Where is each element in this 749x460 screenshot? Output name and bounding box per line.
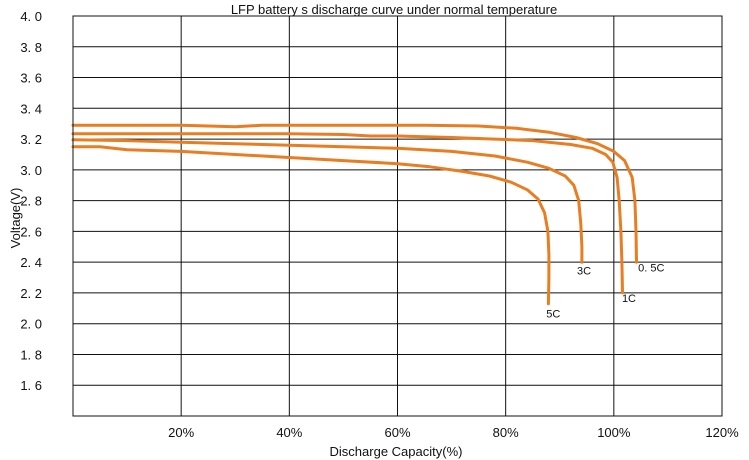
- plot-frame: [72, 15, 723, 417]
- y-tick-label: 1. 6: [20, 378, 42, 393]
- y-tick-label: 2. 2: [20, 286, 42, 301]
- y-tick-label: 4. 0: [20, 9, 42, 24]
- y-tick-label: 2. 4: [20, 255, 42, 270]
- curve-1c: [71, 132, 624, 295]
- curve-0-5c: [71, 123, 638, 264]
- curve-label-5c: 5C: [546, 309, 560, 321]
- y-axis-label: Voltage(V): [8, 188, 23, 249]
- curve-labels: 0. 5C 1C 3C 5C: [546, 262, 664, 320]
- y-tick-label: 3. 2: [20, 132, 42, 147]
- y-tick-label: 3. 0: [20, 163, 42, 178]
- y-tick-label: 2. 0: [20, 317, 42, 332]
- x-tick-label: 80%: [493, 425, 519, 440]
- y-tick-label: 2. 8: [20, 194, 42, 209]
- curves: [71, 123, 638, 306]
- curve-label-1c: 1C: [622, 293, 636, 305]
- x-tick-label: 20%: [168, 425, 194, 440]
- x-tick-label: 60%: [384, 425, 410, 440]
- x-tick-label: 40%: [276, 425, 302, 440]
- y-tick-label: 2. 6: [20, 224, 42, 239]
- y-tick-label: 3. 8: [20, 40, 42, 55]
- y-tick-label: 3. 4: [20, 101, 42, 116]
- grid: [73, 15, 722, 416]
- curve-5c: [71, 145, 551, 306]
- curve-label-3c: 3C: [577, 265, 591, 277]
- x-tick-label: 100%: [597, 425, 631, 440]
- curve-label-0-5c: 0. 5C: [638, 262, 664, 274]
- x-tick-label: 120%: [705, 425, 739, 440]
- x-axis-ticks: 20% 40% 60% 80% 100% 120%: [168, 425, 739, 440]
- x-axis-label: Discharge Capacity(%): [330, 444, 463, 459]
- y-tick-label: 3. 6: [20, 71, 42, 86]
- y-tick-label: 1. 8: [20, 347, 42, 362]
- y-axis-ticks: 1. 6 1. 8 2. 0 2. 2 2. 4 2. 6 2. 8 3. 0 3. 2 3. 4…: [20, 9, 42, 393]
- chart-title: LFP battery s discharge curve under norm…: [231, 2, 557, 17]
- curve-3c: [71, 138, 584, 264]
